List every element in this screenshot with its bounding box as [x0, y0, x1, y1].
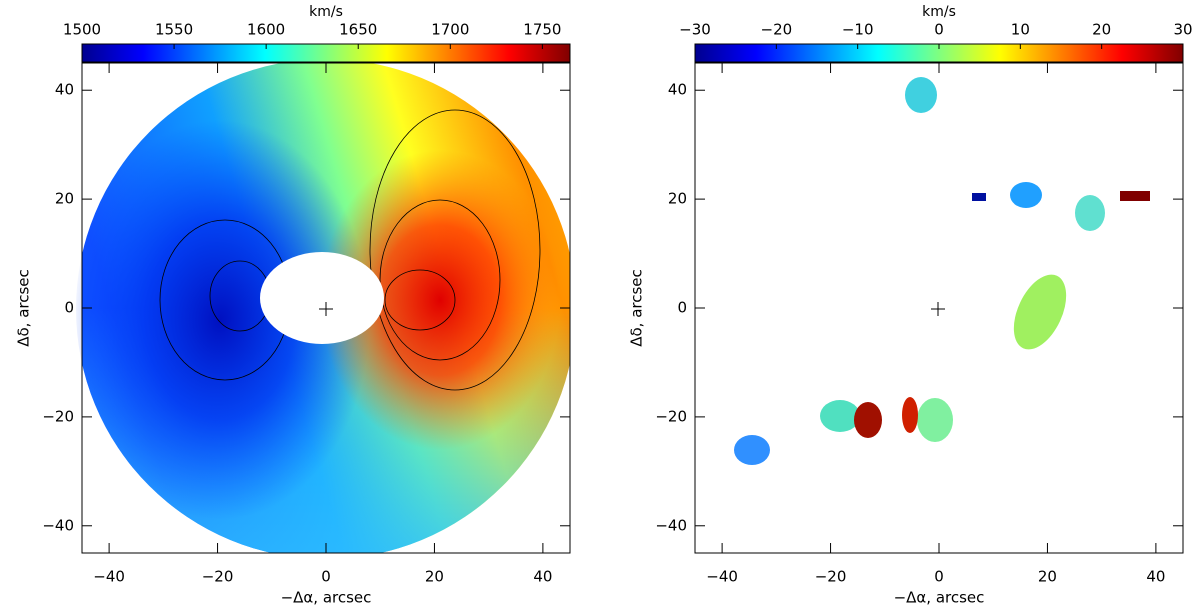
- residual-map: [734, 77, 1150, 465]
- y-axis-label: Δδ, arcsec: [628, 269, 646, 347]
- colorbar-tick-label: 10: [1011, 21, 1030, 39]
- colorbar-tick-label: 1700: [431, 21, 469, 39]
- x-axis-label: −Δα, arcsec: [281, 589, 372, 607]
- colorbar-tick-label: 30: [1173, 21, 1192, 39]
- x-tick-label: −20: [815, 568, 847, 586]
- y-tick-label: −20: [42, 407, 74, 425]
- colorbar: [81, 43, 571, 63]
- y-tick-label: 20: [55, 190, 74, 208]
- colorbar-label: km/s: [309, 4, 343, 20]
- colorbar-tick-label: 1600: [247, 21, 285, 39]
- colorbar-tick-label: −20: [761, 21, 793, 39]
- colorbar-tick-label: 20: [1092, 21, 1111, 39]
- y-tick-label: −40: [655, 516, 687, 534]
- x-tick-label: 0: [934, 568, 944, 586]
- x-tick-label: 0: [321, 568, 331, 586]
- y-tick-label: −20: [655, 407, 687, 425]
- y-tick-label: 20: [668, 190, 687, 208]
- center-cross: [931, 302, 945, 316]
- y-axis-label: Δδ, arcsec: [15, 269, 33, 347]
- x-axis-label: −Δα, arcsec: [894, 589, 985, 607]
- center-cross: [319, 302, 333, 316]
- y-tick-label: 40: [668, 81, 687, 99]
- plot-frame: [694, 62, 1184, 554]
- x-tick-label: 20: [1038, 568, 1057, 586]
- colorbar-tick-label: 1750: [523, 21, 561, 39]
- velocity-map: [76, 63, 570, 553]
- y-tick-label: 0: [64, 299, 74, 317]
- y-tick-label: −40: [42, 516, 74, 534]
- colorbar-tick-label: 0: [934, 21, 944, 39]
- colorbar-tick-label: 1500: [63, 21, 101, 39]
- colorbar-tick-label: −30: [679, 21, 711, 39]
- y-tick-label: 40: [55, 81, 74, 99]
- colorbar-tick-label: 1650: [339, 21, 377, 39]
- x-tick-label: −40: [93, 568, 125, 586]
- colorbar-label: km/s: [922, 4, 956, 20]
- y-tick-label: 0: [677, 299, 687, 317]
- colorbar-tick-label: −10: [842, 21, 874, 39]
- colorbar-tick-label: 1550: [155, 21, 193, 39]
- x-tick-label: −40: [706, 568, 738, 586]
- x-tick-label: 40: [533, 568, 552, 586]
- x-tick-label: 40: [1146, 568, 1165, 586]
- x-tick-label: 20: [425, 568, 444, 586]
- x-tick-label: −20: [202, 568, 234, 586]
